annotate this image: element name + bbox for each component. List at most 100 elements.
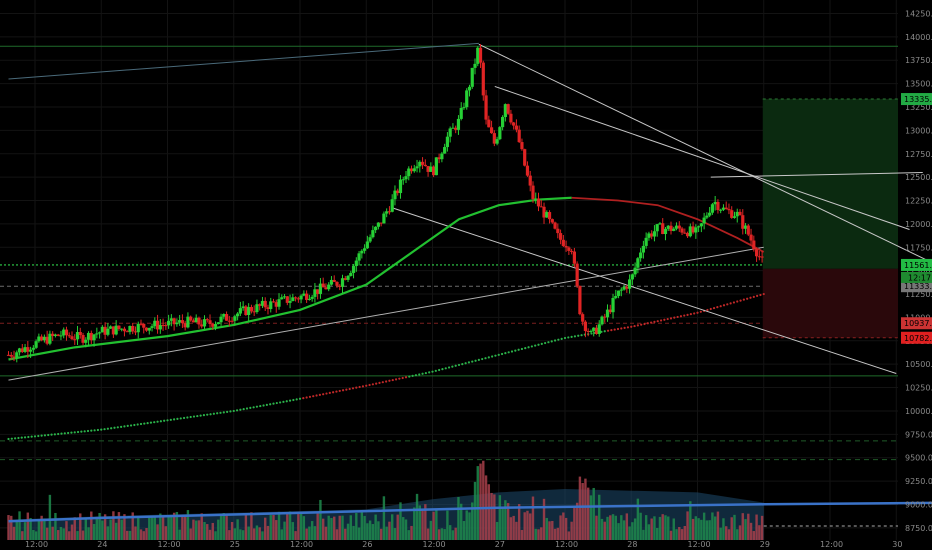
volume-bar — [631, 522, 634, 540]
ma-dot — [255, 405, 259, 408]
candle-body — [636, 258, 640, 268]
ma-dot — [173, 418, 176, 421]
candle-body — [432, 166, 436, 176]
y-tick-label: 13750.0 — [905, 56, 932, 65]
ma-dot — [361, 385, 365, 388]
candle-body — [459, 107, 463, 119]
ma-dot — [643, 322, 646, 326]
ma-dot — [269, 403, 272, 406]
candle-body — [213, 324, 218, 327]
ma-dot — [57, 432, 60, 436]
candle-body — [445, 136, 450, 148]
volume-bar — [186, 510, 190, 540]
y-tick-label: 9000.0 — [905, 500, 932, 509]
trendline — [710, 171, 923, 178]
volume-bar — [324, 526, 328, 540]
volume-bar — [443, 529, 446, 540]
candle-body — [92, 334, 96, 341]
candle-body — [398, 179, 403, 194]
y-tick-label: 12750.0 — [905, 150, 932, 159]
price-badge-label: 11333.9 — [904, 282, 932, 291]
volume-bar — [62, 528, 65, 540]
candle-body — [688, 226, 692, 237]
volume-bar — [139, 529, 143, 540]
candle-body — [227, 320, 231, 322]
ma-dot — [202, 414, 206, 417]
ma-dot — [606, 329, 610, 332]
ma-dot — [421, 372, 424, 375]
volume-bar — [586, 487, 590, 540]
volume-bar — [211, 522, 214, 540]
candle-body — [685, 232, 690, 237]
ma-dot — [351, 387, 355, 390]
volume-bar — [170, 516, 173, 540]
price-badge: 13335.0 — [901, 93, 932, 106]
candle-body — [247, 307, 251, 316]
volume-bar — [603, 521, 606, 540]
candle-body — [694, 227, 698, 233]
ma-dot — [706, 308, 709, 312]
ma-dot — [245, 407, 249, 410]
volume-bar — [308, 526, 311, 540]
volume-bar — [360, 512, 364, 540]
ma-dot — [683, 314, 686, 317]
candle-body — [45, 336, 49, 344]
candle-body — [467, 86, 472, 91]
volume-bar — [473, 481, 477, 540]
volume-bar — [103, 514, 107, 540]
volume-bar — [84, 517, 87, 540]
volume-bar — [562, 512, 565, 540]
candle-body — [48, 333, 52, 344]
candle-body — [492, 133, 496, 144]
volume-bar — [664, 515, 667, 540]
volume-bar — [134, 526, 137, 540]
candle-body — [34, 341, 38, 348]
candle-body — [62, 329, 66, 336]
ma-dot — [418, 373, 421, 376]
candle-body — [28, 349, 33, 352]
volume-bar — [114, 522, 118, 540]
candle-body — [211, 323, 215, 327]
volume-bar — [758, 525, 761, 540]
candle-body — [42, 336, 46, 341]
volume-bar — [545, 517, 548, 540]
ma-dot — [335, 390, 338, 393]
candle-body — [120, 328, 124, 330]
ma-dot — [540, 342, 543, 345]
x-tick-label: 24 — [97, 540, 107, 549]
volume-bar — [87, 527, 90, 540]
ma-dot — [219, 411, 222, 414]
volume-bar — [59, 526, 63, 540]
candle-body — [236, 313, 240, 317]
candle-body — [53, 334, 58, 337]
volume-bar — [589, 495, 593, 540]
candle-body — [197, 317, 201, 325]
ma-dot — [143, 422, 146, 425]
ma-dot — [282, 400, 285, 403]
ma-dot — [70, 431, 73, 434]
volume-bar — [137, 516, 140, 540]
candle-body — [360, 250, 364, 254]
candle-body — [647, 233, 651, 238]
candle-body — [249, 307, 254, 312]
volume-bar — [592, 487, 595, 540]
candle-body — [233, 316, 237, 321]
candle-body — [719, 209, 723, 211]
volume-bar — [161, 516, 165, 540]
candle-body — [282, 296, 287, 298]
candle-body — [605, 309, 610, 318]
candle-body — [437, 157, 441, 160]
volume-bar — [302, 516, 306, 540]
ma-dot — [189, 415, 192, 419]
volume-bar — [667, 516, 670, 540]
volume-bar — [658, 516, 662, 540]
volume-bar — [678, 527, 681, 540]
volume-bar — [363, 515, 366, 540]
volume-bar — [330, 518, 333, 540]
candle-body — [746, 225, 750, 235]
volume-bar — [725, 526, 728, 540]
x-tick-label: 12:00 — [820, 540, 843, 549]
ma-dot — [156, 420, 159, 423]
candle-body — [702, 217, 706, 224]
